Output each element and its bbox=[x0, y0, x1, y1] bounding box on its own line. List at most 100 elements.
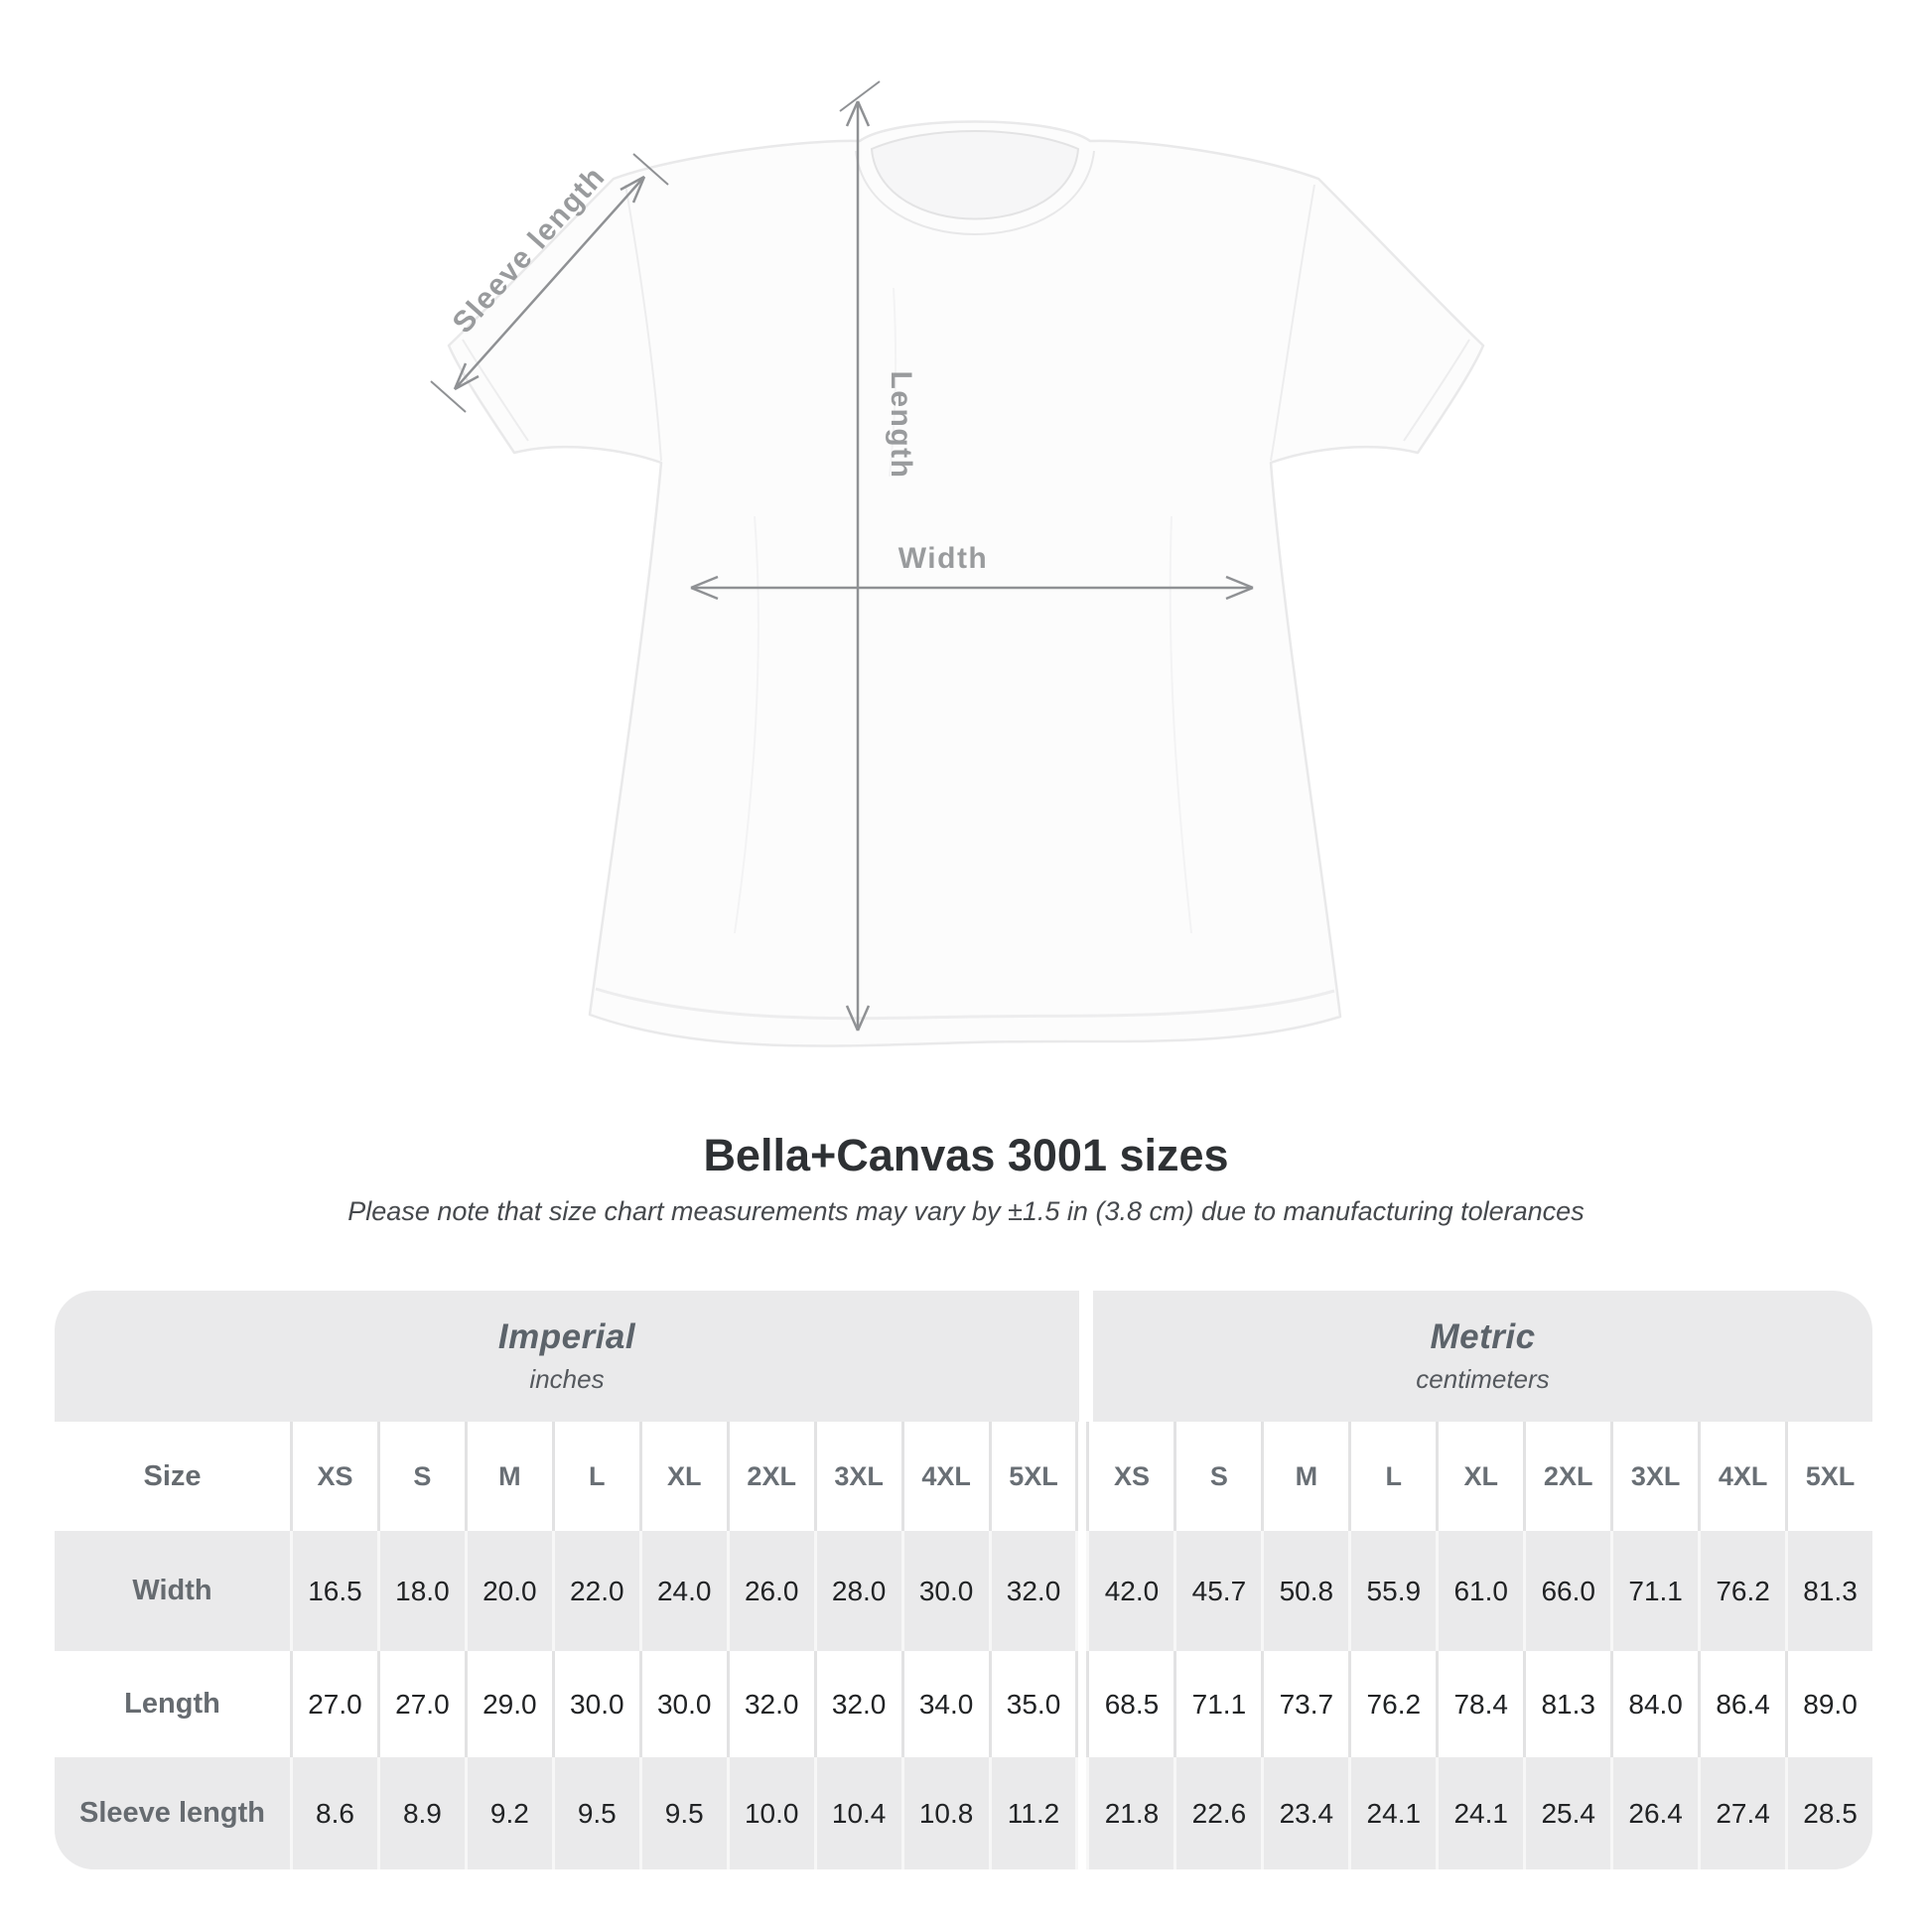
value-cell: 89.0 bbox=[1788, 1651, 1872, 1757]
size-col-header-imperial-2xl: 2XL bbox=[729, 1422, 814, 1531]
value-cell: 18.0 bbox=[379, 1531, 465, 1651]
value-cell: 55.9 bbox=[1351, 1531, 1437, 1651]
value-cell: 30.0 bbox=[641, 1651, 727, 1757]
value-cell: 22.6 bbox=[1176, 1757, 1262, 1869]
value-cell: 26.0 bbox=[729, 1531, 814, 1651]
value-cell: 68.5 bbox=[1089, 1651, 1174, 1757]
imperial-metric-divider bbox=[1078, 1651, 1087, 1757]
imperial-metric-divider bbox=[1078, 1422, 1087, 1531]
value-cell: 9.2 bbox=[467, 1757, 552, 1869]
size-col-header-metric-xs: XS bbox=[1089, 1422, 1174, 1531]
value-cell: 71.1 bbox=[1613, 1531, 1699, 1651]
value-cell: 28.0 bbox=[816, 1531, 901, 1651]
tshirt-collar-seam bbox=[855, 150, 1095, 235]
value-cell: 76.2 bbox=[1351, 1651, 1437, 1757]
size-header-cell: Size bbox=[55, 1422, 290, 1531]
size-col-header-metric-m: M bbox=[1264, 1422, 1349, 1531]
sleeve-length-arrow bbox=[430, 153, 669, 413]
tshirt-left-sleeve-seam bbox=[624, 184, 662, 462]
imperial-group-header: Imperial inches bbox=[55, 1291, 1079, 1422]
value-cell: 30.0 bbox=[554, 1651, 639, 1757]
size-col-header-imperial-l: L bbox=[554, 1422, 639, 1531]
value-cell: 66.0 bbox=[1526, 1531, 1611, 1651]
size-col-header-metric-xl: XL bbox=[1439, 1422, 1524, 1531]
metric-group-label: Metric bbox=[1430, 1317, 1536, 1356]
size-col-header-metric-2xl: 2XL bbox=[1526, 1422, 1611, 1531]
value-cell: 42.0 bbox=[1089, 1531, 1174, 1651]
size-col-header-imperial-4xl: 4XL bbox=[903, 1422, 989, 1531]
size-col-header-metric-4xl: 4XL bbox=[1701, 1422, 1786, 1531]
value-cell: 27.4 bbox=[1701, 1757, 1786, 1869]
size-col-header-metric-3xl: 3XL bbox=[1613, 1422, 1699, 1531]
value-cell: 24.1 bbox=[1351, 1757, 1437, 1869]
value-cell: 21.8 bbox=[1089, 1757, 1174, 1869]
value-cell: 32.0 bbox=[816, 1651, 901, 1757]
value-cell: 32.0 bbox=[991, 1531, 1076, 1651]
value-cell: 11.2 bbox=[991, 1757, 1076, 1869]
size-col-header-metric-l: L bbox=[1351, 1422, 1437, 1531]
value-cell: 16.5 bbox=[293, 1531, 377, 1651]
row-label: Length bbox=[55, 1651, 290, 1757]
tshirt-right-sleeve-seam bbox=[1270, 184, 1315, 462]
tshirt-left-cuff-seam bbox=[462, 339, 529, 442]
value-cell: 25.4 bbox=[1526, 1757, 1611, 1869]
value-cell: 86.4 bbox=[1701, 1651, 1786, 1757]
value-cell: 8.9 bbox=[379, 1757, 465, 1869]
value-cell: 81.3 bbox=[1788, 1531, 1872, 1651]
value-cell: 22.0 bbox=[554, 1531, 639, 1651]
value-cell: 23.4 bbox=[1264, 1757, 1349, 1869]
size-col-header-imperial-5xl: 5XL bbox=[991, 1422, 1076, 1531]
size-col-header-metric-s: S bbox=[1176, 1422, 1262, 1531]
imperial-group-label: Imperial bbox=[497, 1317, 636, 1356]
value-cell: 9.5 bbox=[641, 1757, 727, 1869]
value-cell: 8.6 bbox=[293, 1757, 377, 1869]
value-cell: 50.8 bbox=[1264, 1531, 1349, 1651]
tshirt-body bbox=[447, 120, 1485, 1047]
size-col-header-imperial-xl: XL bbox=[641, 1422, 727, 1531]
value-cell: 26.4 bbox=[1613, 1757, 1699, 1869]
value-cell: 20.0 bbox=[467, 1531, 552, 1651]
length-label: Length bbox=[885, 371, 917, 480]
size-col-header-imperial-s: S bbox=[379, 1422, 465, 1531]
table-row-sleeve-length: Sleeve length 8.6 8.9 9.2 9.5 9.5 10.0 10.4 10.8… bbox=[55, 1757, 1872, 1869]
value-cell: 35.0 bbox=[991, 1651, 1076, 1757]
size-col-header-imperial-xs: XS bbox=[293, 1422, 377, 1531]
value-cell: 61.0 bbox=[1439, 1531, 1524, 1651]
imperial-group-unit: inches bbox=[529, 1364, 605, 1394]
tshirt-hem-seam bbox=[595, 987, 1335, 1021]
value-cell: 27.0 bbox=[379, 1651, 465, 1757]
table-row-length: Length 27.0 27.0 29.0 30.0 30.0 32.0 32.0 34.0 35… bbox=[55, 1651, 1872, 1757]
size-header-row: Size XS S M L XL 2XL 3XL 4XL 5XL XS S M L XL 2XL 3XL 4XL 5… bbox=[55, 1422, 1872, 1531]
imperial-metric-divider bbox=[1078, 1531, 1087, 1651]
width-label: Width bbox=[898, 542, 989, 575]
size-col-header-metric-5xl: 5XL bbox=[1788, 1422, 1872, 1531]
value-cell: 27.0 bbox=[293, 1651, 377, 1757]
value-cell: 10.4 bbox=[816, 1757, 901, 1869]
page-title: Bella+Canvas 3001 sizes bbox=[703, 1130, 1229, 1180]
size-table: Imperial inches Metric centimeters Size XS S M L… bbox=[55, 1291, 1872, 1869]
width-arrow bbox=[690, 575, 1254, 601]
size-col-header-imperial-m: M bbox=[467, 1422, 552, 1531]
row-label: Width bbox=[55, 1531, 290, 1651]
value-cell: 34.0 bbox=[903, 1651, 989, 1757]
value-cell: 45.7 bbox=[1176, 1531, 1262, 1651]
value-cell: 73.7 bbox=[1264, 1651, 1349, 1757]
value-cell: 24.1 bbox=[1439, 1757, 1524, 1869]
value-cell: 81.3 bbox=[1526, 1651, 1611, 1757]
length-arrow bbox=[839, 80, 881, 1032]
value-cell: 84.0 bbox=[1613, 1651, 1699, 1757]
imperial-metric-divider bbox=[1078, 1757, 1087, 1869]
value-cell: 78.4 bbox=[1439, 1651, 1524, 1757]
value-cell: 10.8 bbox=[903, 1757, 989, 1869]
table-group-header-row: Imperial inches Metric centimeters bbox=[55, 1291, 1872, 1422]
table-row-width: Width 16.5 18.0 20.0 22.0 24.0 26.0 28.0 30.0 32.… bbox=[55, 1531, 1872, 1651]
value-cell: 24.0 bbox=[641, 1531, 727, 1651]
tshirt-right-cuff-seam bbox=[1403, 339, 1470, 442]
row-label: Sleeve length bbox=[55, 1757, 290, 1869]
value-cell: 32.0 bbox=[729, 1651, 814, 1757]
value-cell: 30.0 bbox=[903, 1531, 989, 1651]
group-divider bbox=[1079, 1291, 1093, 1422]
metric-group-header: Metric centimeters bbox=[1093, 1291, 1872, 1422]
value-cell: 9.5 bbox=[554, 1757, 639, 1869]
